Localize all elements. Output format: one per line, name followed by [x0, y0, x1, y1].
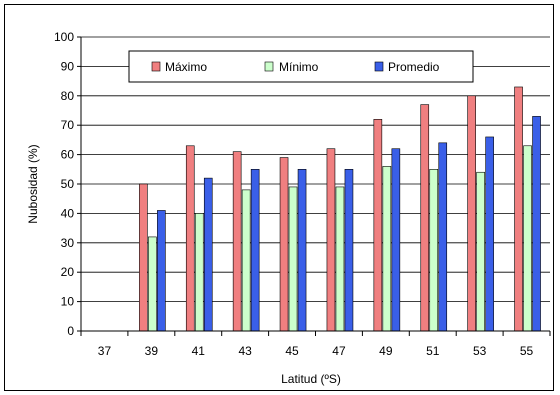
bar-promedio-45	[297, 169, 307, 332]
legend-box	[128, 50, 474, 83]
y-tick-label: 20	[61, 265, 75, 279]
bar-maximo-51	[420, 104, 430, 332]
x-tick-label: 41	[192, 344, 206, 358]
y-tick-label: 100	[54, 30, 74, 44]
x-tick-label: 51	[426, 344, 440, 358]
bar-maximo-45	[279, 157, 289, 332]
y-tick-label: 80	[61, 89, 75, 103]
legend-swatch-maximo	[151, 61, 161, 72]
bar-maximo-49	[373, 119, 383, 332]
legend-label-minimo: Mínimo	[279, 60, 319, 74]
legend-swatch-minimo	[264, 61, 274, 72]
bar-promedio-51	[438, 142, 448, 332]
x-tick-labels: 37 39 41 43 45 47 49 51 53 55	[98, 344, 534, 358]
bars	[139, 86, 541, 332]
bar-minimo-39	[148, 236, 157, 332]
y-tick-labels: 0 10 20 30 40 50 60 70 80 90 100	[54, 30, 74, 338]
bar-maximo-41	[185, 145, 195, 332]
bar-maximo-53	[467, 95, 476, 332]
y-axis-label: Nubosidad (%)	[26, 144, 40, 223]
legend-label-maximo: Máximo	[165, 60, 207, 74]
x-tick-label: 47	[332, 344, 346, 358]
bar-promedio-39	[157, 210, 166, 332]
bar-minimo-55	[523, 145, 532, 332]
x-axis-label: Latitud (ºS)	[281, 372, 341, 386]
y-tick-label: 10	[61, 295, 75, 309]
bar-promedio-47	[344, 169, 354, 332]
x-tick-label: 49	[379, 344, 393, 358]
x-tick-label: 45	[285, 344, 299, 358]
x-tick-label: 43	[238, 344, 252, 358]
x-tick-label: 55	[520, 344, 534, 358]
bar-promedio-41	[203, 177, 213, 332]
bar-minimo-49	[382, 166, 392, 332]
y-tick-label: 60	[61, 148, 75, 162]
y-tick-label: 50	[61, 177, 75, 191]
bar-promedio-53	[485, 136, 494, 332]
y-tick-label: 90	[61, 59, 75, 73]
y-tick-label: 0	[67, 324, 74, 338]
y-tick-label: 70	[61, 118, 75, 132]
x-tick-label: 53	[473, 344, 487, 358]
bar-promedio-43	[250, 169, 260, 332]
legend: Máximo Mínimo Promedio	[128, 50, 474, 83]
legend-swatch-promedio	[374, 61, 384, 72]
y-tick-label: 30	[61, 236, 75, 250]
x-tick-label: 37	[98, 344, 112, 358]
bar-minimo-47	[335, 186, 345, 332]
axes	[77, 36, 551, 336]
bar-maximo-43	[232, 151, 242, 332]
bar-minimo-43	[241, 189, 251, 332]
bar-promedio-49	[391, 148, 401, 332]
bar-minimo-53	[476, 171, 485, 332]
bar-minimo-51	[429, 169, 439, 332]
legend-label-promedio: Promedio	[388, 60, 440, 74]
bar-maximo-47	[326, 148, 336, 332]
y-tick-label: 40	[61, 206, 75, 220]
bar-maximo-55	[514, 86, 523, 332]
x-tick-label: 39	[145, 344, 159, 358]
bar-maximo-39	[139, 183, 148, 332]
bar-minimo-45	[288, 186, 298, 332]
bar-minimo-41	[194, 213, 204, 332]
bar-promedio-55	[532, 116, 541, 332]
